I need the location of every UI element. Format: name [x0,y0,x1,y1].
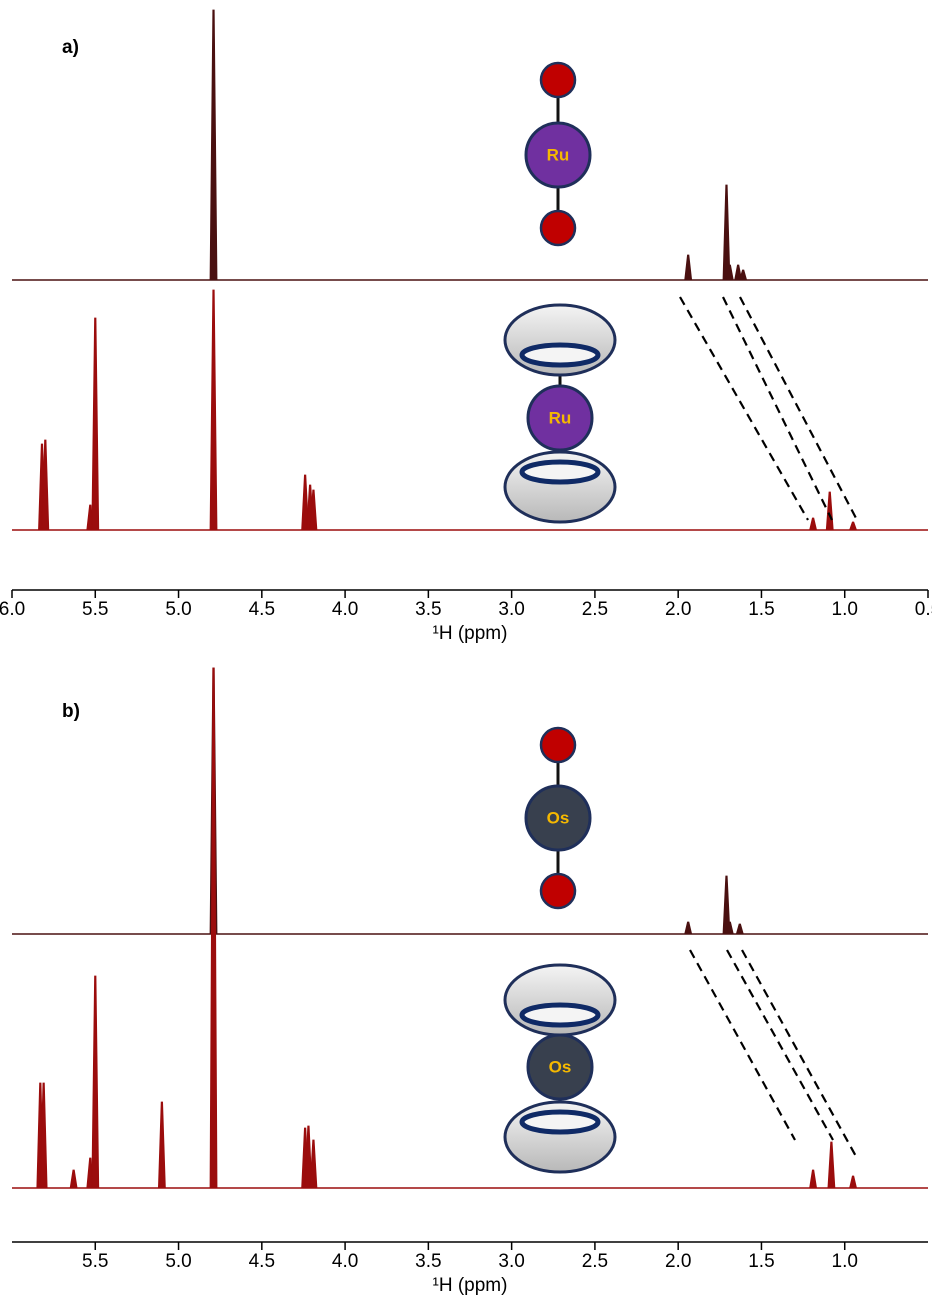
molecule-icon: Ru [524,61,592,247]
peak [684,921,693,935]
peak [91,975,100,1189]
peak [69,1169,78,1189]
peak [725,921,734,935]
x-tick-label: 3.5 [415,599,441,620]
panel-label: b) [62,701,80,722]
peak [157,1101,166,1189]
peak [91,317,100,531]
peak [725,264,734,281]
x-tick-label: 6.0 [0,599,25,620]
x-tick-label: 1.0 [832,1251,858,1272]
x-tick-label: 5.0 [165,599,191,620]
x-tick-label: 3.0 [498,1251,524,1272]
x-tick-label: 2.0 [665,599,691,620]
peak [739,269,748,281]
x-tick-label: 4.5 [249,599,275,620]
metal-label: Os [549,1057,572,1076]
spectrum-panel: 5.5 5.0 4.5 4.0 3.5 3.0 2.5 2.0 1.5 1.0 ¹H (ppm) [12,667,928,1296]
molecule-icon: Os [524,726,592,910]
x-tick-label: 3.0 [498,599,524,620]
peak [809,517,818,531]
x-tick-label: 2.0 [665,1251,691,1272]
spectrum-panel: 6.0 5.5 5.0 4.5 4.0 3.5 3.0 2.5 2.0 1.5 1.0 0.5 ¹H (… [0,9,932,644]
correlation-line [739,296,858,521]
peak [39,1082,48,1189]
x-tick-label: 5.5 [82,1251,108,1272]
x-tick-label: 2.5 [582,599,608,620]
correlation-line [689,949,796,1141]
x-tick-label: 1.0 [832,599,858,620]
correlation-line [679,296,809,521]
x-tick-label: 1.5 [748,1251,774,1272]
peak [309,489,318,531]
peak [825,491,834,531]
peak [41,439,50,531]
x-axis-label: ¹H (ppm) [433,1275,508,1296]
peak [209,667,218,1189]
x-axis-label: ¹H (ppm) [433,623,508,644]
x-tick-label: 4.0 [332,599,358,620]
x-tick-label: 4.0 [332,1251,358,1272]
peak [684,254,693,281]
x-tick-label: 3.5 [415,1251,441,1272]
peak [849,1175,858,1189]
x-tick-label: 4.5 [249,1251,275,1272]
rotaxane-icon: Os [503,963,617,1174]
rotaxane-icon: Ru [503,303,617,524]
peak [209,289,218,531]
x-tick-label: 0.5 [915,599,932,620]
x-tick-label: 1.5 [748,599,774,620]
peak [848,521,858,531]
metal-label: Ru [549,408,572,427]
peak [809,1169,818,1189]
peak [209,9,218,281]
panel-label: a) [62,37,79,58]
correlation-line [722,296,833,521]
metal-label: Os [547,808,570,827]
peak [309,1139,318,1189]
x-tick-label: 5.5 [82,599,108,620]
x-tick-label: 2.5 [582,1251,608,1272]
correlation-line [726,949,834,1141]
correlation-line [741,949,859,1161]
peak [827,1141,836,1189]
x-tick-label: 5.0 [165,1251,191,1272]
peak [735,923,744,935]
metal-label: Ru [547,145,570,164]
